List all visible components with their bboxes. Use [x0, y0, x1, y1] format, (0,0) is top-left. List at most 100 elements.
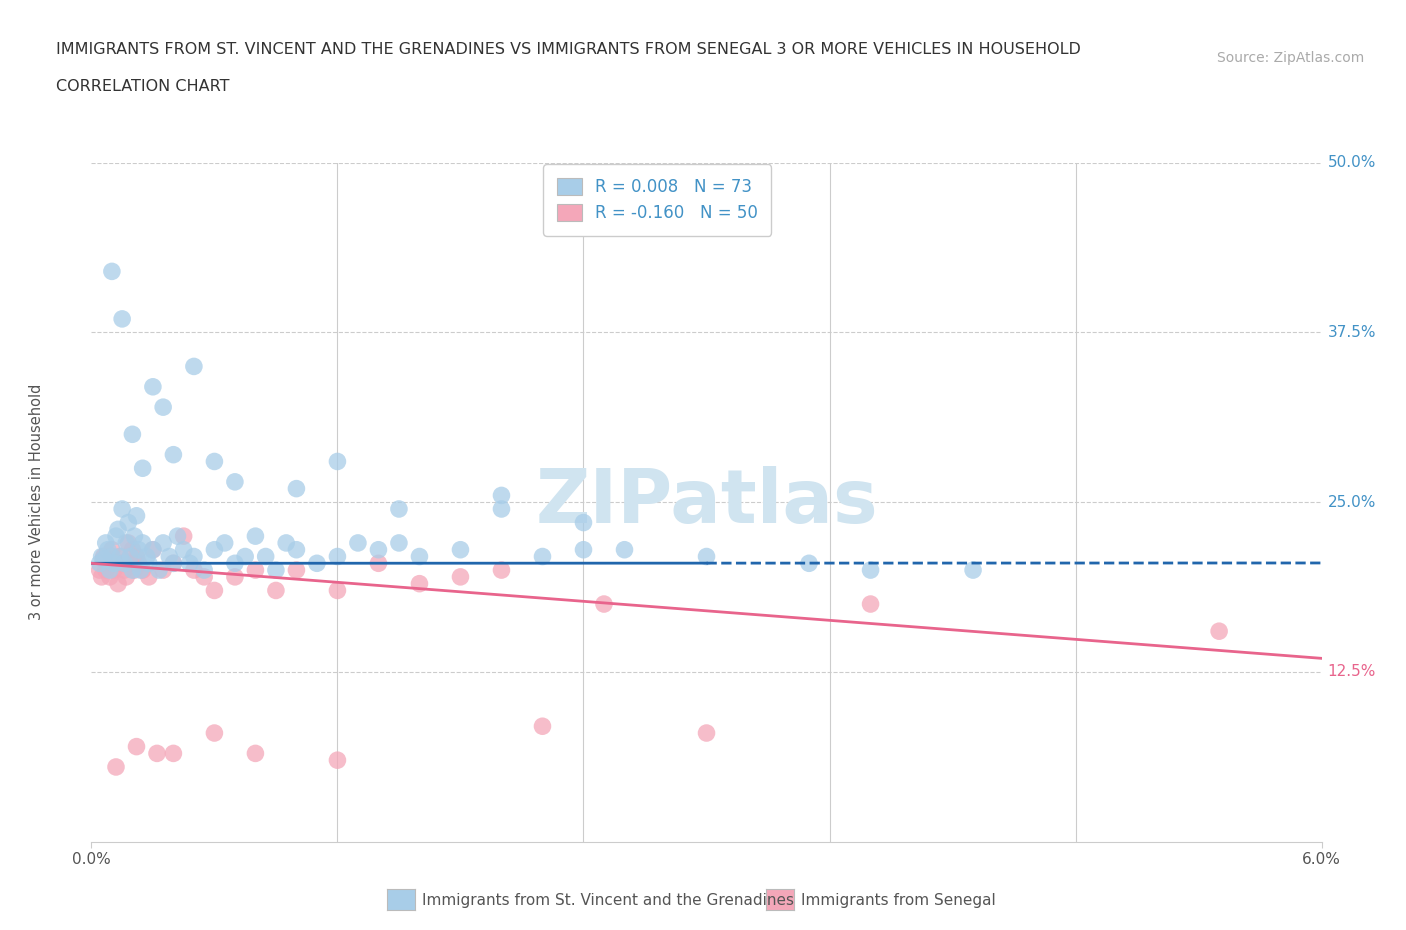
Point: [254, 549, 277, 564]
Point: [89, 556, 111, 571]
Point: [157, 549, 180, 564]
Point: [202, 583, 225, 598]
Point: [202, 542, 225, 557]
Point: [233, 549, 256, 564]
Point: [111, 556, 134, 571]
Point: [105, 528, 127, 543]
Point: [103, 556, 125, 571]
Point: [531, 549, 554, 564]
Point: [90, 549, 112, 564]
Point: [173, 528, 195, 543]
Point: [276, 536, 298, 551]
Point: [491, 501, 513, 516]
Point: [142, 542, 165, 557]
Point: [367, 556, 389, 571]
Point: [245, 746, 267, 761]
Point: [593, 597, 616, 612]
Point: [245, 563, 267, 578]
Point: [108, 549, 131, 564]
Point: [111, 312, 134, 326]
Point: [125, 509, 148, 524]
Point: [449, 542, 471, 557]
Point: [115, 536, 138, 551]
Point: [224, 556, 246, 571]
Legend: R = 0.008   N = 73, R = -0.160   N = 50: R = 0.008 N = 73, R = -0.160 N = 50: [543, 165, 772, 235]
Point: [105, 556, 127, 571]
Point: [285, 542, 308, 557]
Point: [193, 569, 215, 584]
Point: [183, 359, 205, 374]
Point: [183, 549, 205, 564]
Point: [97, 556, 120, 571]
Text: 25.0%: 25.0%: [1327, 495, 1376, 510]
Point: [285, 563, 308, 578]
Point: [131, 461, 153, 476]
Point: [962, 563, 984, 578]
Point: [97, 542, 120, 557]
Text: Source: ZipAtlas.com: Source: ZipAtlas.com: [1216, 51, 1364, 65]
Point: [108, 549, 131, 564]
Point: [572, 515, 595, 530]
Point: [162, 556, 184, 571]
Point: [1208, 624, 1230, 639]
Point: [146, 746, 169, 761]
Point: [173, 542, 195, 557]
Point: [224, 569, 246, 584]
Point: [162, 447, 184, 462]
Point: [103, 563, 125, 578]
Point: [326, 752, 349, 767]
Point: [797, 556, 820, 571]
Point: [131, 563, 153, 578]
Text: CORRELATION CHART: CORRELATION CHART: [56, 79, 229, 94]
Point: [264, 583, 287, 598]
Point: [148, 563, 170, 578]
Point: [94, 536, 117, 551]
Point: [98, 563, 121, 578]
Point: [124, 563, 146, 578]
Point: [129, 563, 152, 578]
Point: [305, 556, 328, 571]
Point: [112, 563, 135, 578]
Point: [202, 454, 225, 469]
Point: [695, 725, 717, 740]
Point: [142, 542, 165, 557]
Point: [183, 563, 205, 578]
Point: [128, 542, 150, 557]
Point: [138, 556, 160, 571]
Point: [89, 563, 111, 578]
Point: [125, 739, 148, 754]
Point: [142, 379, 165, 394]
Point: [326, 454, 349, 469]
Point: [138, 569, 160, 584]
Text: 50.0%: 50.0%: [1327, 155, 1376, 170]
Point: [107, 577, 129, 591]
Point: [193, 563, 215, 578]
Point: [131, 536, 153, 551]
Point: [93, 549, 115, 564]
Text: Immigrants from Senegal: Immigrants from Senegal: [801, 893, 997, 908]
Point: [214, 536, 236, 551]
Point: [326, 583, 349, 598]
Point: [326, 549, 349, 564]
Point: [121, 542, 143, 557]
Point: [166, 528, 188, 543]
Point: [111, 501, 134, 516]
Point: [408, 549, 430, 564]
Point: [94, 563, 117, 578]
Text: 12.5%: 12.5%: [1327, 664, 1376, 680]
Point: [347, 536, 370, 551]
Point: [179, 556, 201, 571]
Point: [491, 488, 513, 503]
Point: [121, 427, 143, 442]
Point: [613, 542, 636, 557]
Point: [117, 536, 139, 551]
Point: [449, 569, 471, 584]
Point: [90, 569, 112, 584]
Point: [572, 542, 595, 557]
Point: [367, 542, 389, 557]
Point: [107, 522, 129, 537]
Point: [101, 542, 124, 557]
Text: IMMIGRANTS FROM ST. VINCENT AND THE GRENADINES VS IMMIGRANTS FROM SENEGAL 3 OR M: IMMIGRANTS FROM ST. VINCENT AND THE GREN…: [56, 42, 1081, 57]
Point: [152, 400, 174, 415]
Point: [408, 577, 430, 591]
